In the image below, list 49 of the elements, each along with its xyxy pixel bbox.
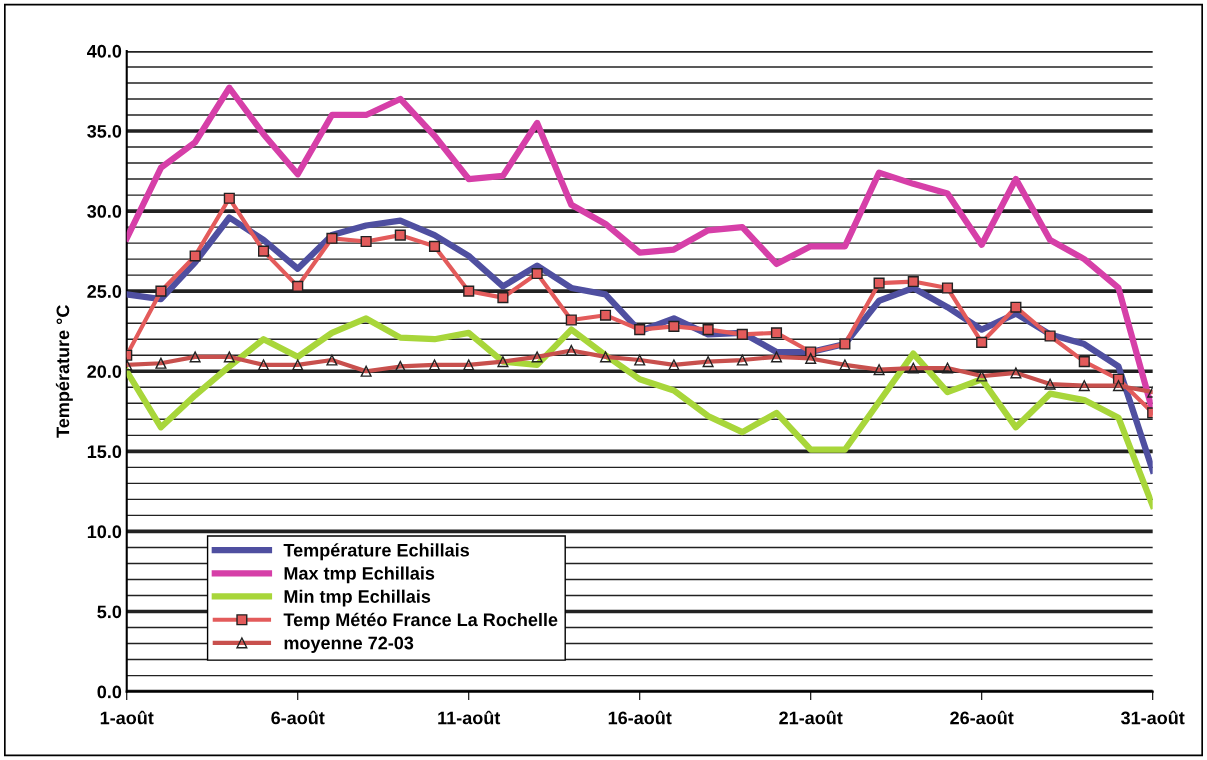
point [736,328,748,340]
point [1044,330,1056,342]
point [531,268,543,280]
x-tick-label: 16-août [608,710,672,725]
y-tick-label: 0.0 [97,685,122,699]
y-tick-label: 5.0 [97,605,122,619]
point [770,327,783,339]
x-tick-label: 6-août [271,710,325,725]
point [428,240,441,252]
point [976,336,988,348]
x-tick-label: 1-août [100,710,154,725]
point [599,309,612,321]
x-tick-label: 11-août [438,710,501,725]
point [360,235,372,248]
y-tick-label: 30.0 [87,205,122,218]
point [497,292,509,304]
point [394,229,406,241]
point [565,314,577,326]
point [941,282,954,294]
point [668,320,680,332]
x-tick-label: 26-août [950,710,1014,725]
point [907,276,919,288]
y-tick-label: 20.0 [87,365,122,378]
legend-label: Min tmp Echillais [284,589,431,607]
legend-label: Température Echillais [283,543,469,561]
point [155,285,167,297]
point [1010,301,1022,313]
legend-label: Temp Météo France La Rochelle [283,612,558,630]
point [839,338,851,350]
point [189,250,201,262]
point [463,285,475,297]
y-tick-label: 10.0 [87,525,122,539]
y-axis-title: Température °C [55,305,73,438]
point [292,280,304,292]
y-tick-label: 25.0 [87,285,122,298]
y-tick-label: 35.0 [87,124,122,138]
y-tick-label: 15.0 [87,445,122,459]
point [873,277,885,289]
point [326,232,338,244]
y-tick-label: 40.0 [87,44,122,58]
point [257,245,270,257]
point [702,324,714,336]
point [634,324,646,336]
point [223,192,235,204]
legend-label: moyenne 72-03 [284,636,414,653]
x-tick-label: 31-août [1121,710,1185,725]
legend-label: Max tmp Echillais [284,566,435,584]
point [1078,356,1090,368]
x-tick-label: 21-août [779,710,843,725]
